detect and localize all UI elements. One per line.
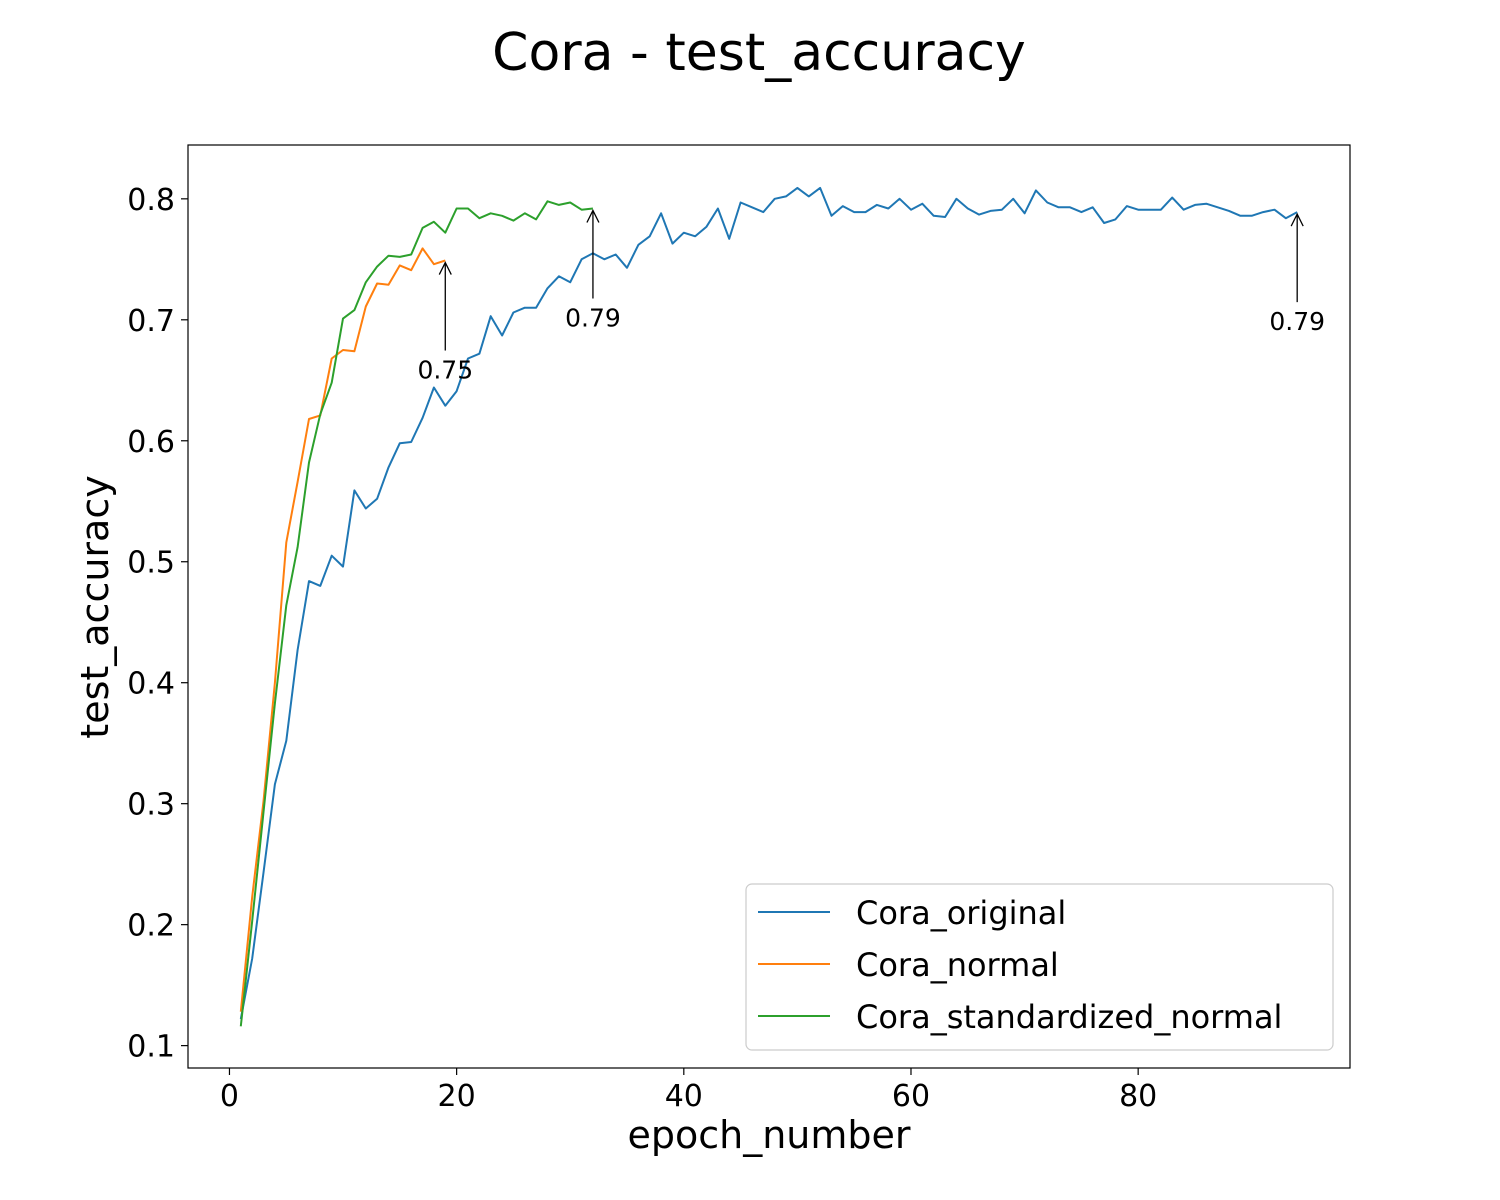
y-tick-label: 0.1 xyxy=(127,1030,175,1065)
y-tick-label: 0.8 xyxy=(127,183,175,218)
x-tick-label: 60 xyxy=(892,1079,930,1114)
annotation-arrowhead xyxy=(1290,212,1304,227)
chart-title: Cora - test_accuracy xyxy=(492,23,1026,83)
annotation-label: 0.79 xyxy=(565,304,621,333)
legend-label-cora-normal: Cora_normal xyxy=(856,946,1059,984)
y-tick-label: 0.6 xyxy=(127,425,175,460)
y-tick-label: 0.4 xyxy=(127,667,175,702)
x-tick-label: 20 xyxy=(438,1079,476,1114)
y-tick-label: 0.7 xyxy=(127,304,175,339)
axis-ticks: 0 20 40 60 80 0.1 0.2 0.3 0.4 0.5 0.6 0.7 0.8 xyxy=(127,183,1157,1114)
series-line-cora-standardized-normal xyxy=(239,200,594,1027)
x-axis-label: epoch_number xyxy=(627,1113,910,1157)
plot-area: 0.75 0.79 0.79 xyxy=(239,186,1325,1027)
y-tick-label: 0.2 xyxy=(127,909,175,944)
x-tick-label: 40 xyxy=(665,1079,703,1114)
legend: Cora_original Cora_normal Cora_standardi… xyxy=(745,883,1334,1051)
series-line-cora-original xyxy=(239,186,1298,1020)
annotation-1: 0.75 xyxy=(417,261,473,385)
x-tick-label: 0 xyxy=(220,1079,239,1114)
legend-label-cora-standardized-normal: Cora_standardized_normal xyxy=(856,998,1282,1036)
annotation-arrowhead xyxy=(438,261,452,275)
axes-frame xyxy=(187,144,1351,1069)
y-tick-label: 0.3 xyxy=(127,788,175,823)
legend-box xyxy=(745,883,1334,1051)
annotation-label: 0.79 xyxy=(1269,307,1325,336)
legend-label-cora-original: Cora_original xyxy=(856,894,1066,932)
annotation-2: 0.79 xyxy=(565,209,621,333)
annotation-arrowhead xyxy=(586,209,600,223)
series-line-cora-normal xyxy=(239,247,446,1012)
y-axis-label: test_accuracy xyxy=(73,475,117,738)
y-tick-label: 0.5 xyxy=(127,546,175,581)
annotation-3: 0.79 xyxy=(1269,212,1325,336)
x-tick-label: 80 xyxy=(1119,1079,1157,1114)
annotation-label: 0.75 xyxy=(417,356,473,385)
